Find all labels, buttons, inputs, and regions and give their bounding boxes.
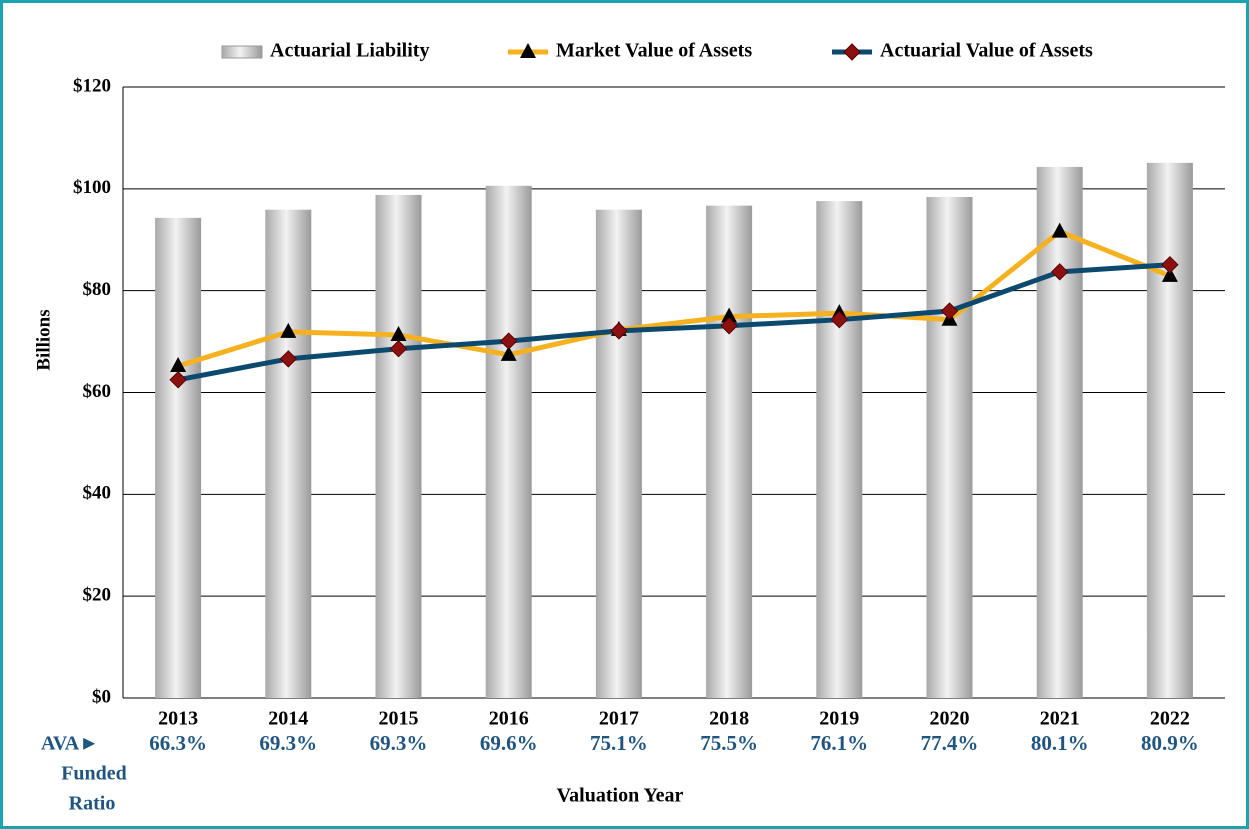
bar — [706, 205, 753, 698]
marker-diamond — [940, 302, 959, 320]
bar — [155, 217, 202, 698]
legend-label: Actuarial Value of Assets — [880, 40, 1093, 62]
funded-ratio: 76.1% — [810, 731, 868, 755]
funded-ratio-label: Funded — [61, 763, 127, 785]
bar — [595, 209, 642, 698]
bar — [1036, 166, 1083, 699]
x-tick-label: 2021 — [1040, 708, 1080, 730]
bar — [485, 185, 532, 699]
funded-ratio: 69.6% — [480, 731, 538, 755]
marker-diamond — [499, 332, 518, 350]
legend-swatch — [221, 45, 263, 59]
funded-ratio: 80.9% — [1141, 731, 1199, 755]
marker-triangle — [1161, 266, 1178, 282]
funded-ratio: 69.3% — [370, 731, 428, 755]
marker-triangle — [1051, 222, 1068, 238]
x-tick-label: 2022 — [1150, 708, 1190, 730]
bar — [375, 194, 422, 698]
bar — [926, 196, 973, 699]
funded-ratio: 69.3% — [259, 731, 317, 755]
marker-diamond — [1161, 255, 1179, 274]
x-tick-label: 2018 — [709, 708, 749, 730]
y-tick-label: $120 — [73, 75, 111, 96]
y-tick-label: $40 — [83, 483, 112, 504]
y-tick-label: $80 — [83, 279, 112, 300]
funded-ratio: 66.3% — [149, 731, 207, 755]
y-tick-label: $60 — [83, 381, 112, 402]
x-tick-label: 2013 — [158, 708, 198, 730]
bar — [1146, 162, 1193, 698]
bar — [265, 209, 312, 698]
marker-diamond — [1050, 263, 1069, 281]
y-tick-label: $0 — [92, 686, 111, 707]
x-tick-label: 2017 — [599, 708, 639, 730]
marker-diamond — [389, 340, 408, 358]
y-tick-label: $100 — [73, 177, 111, 198]
marker-triangle — [500, 345, 517, 361]
x-tick-label: 2020 — [930, 708, 970, 730]
marker-triangle — [390, 325, 407, 341]
funded-ratio: 77.4% — [921, 731, 979, 755]
line — [177, 229, 1171, 369]
x-tick-label: 2016 — [489, 708, 529, 730]
y-tick-label: $20 — [83, 585, 112, 606]
y-axis-title: Billions — [33, 309, 54, 370]
x-axis-title: Valuation Year — [557, 785, 684, 807]
marker-triangle — [170, 357, 187, 373]
marker-diamond — [720, 317, 738, 335]
legend-label: Actuarial Liability — [270, 40, 429, 62]
marker-triangle — [721, 307, 738, 323]
x-tick-label: 2019 — [819, 708, 859, 730]
marker-triangle — [520, 43, 536, 58]
funded-ratio: 75.1% — [590, 731, 648, 755]
funded-ratio: 80.1% — [1031, 731, 1089, 755]
marker-diamond — [169, 371, 187, 389]
marker-diamond — [610, 322, 628, 340]
funded-ratio-label: Ratio — [69, 793, 116, 815]
x-tick-label: 2015 — [379, 708, 419, 730]
line — [177, 262, 1171, 383]
x-tick-label: 2014 — [268, 708, 308, 730]
legend-label: Market Value of Assets — [556, 40, 752, 62]
funded-ratio: 75.5% — [700, 731, 758, 755]
marker-triangle — [280, 322, 297, 338]
marker-diamond — [843, 43, 861, 61]
marker-diamond — [830, 310, 849, 329]
bar — [816, 201, 863, 698]
funded-ratio-label: AVA► — [41, 733, 99, 755]
marker-diamond — [279, 350, 298, 368]
